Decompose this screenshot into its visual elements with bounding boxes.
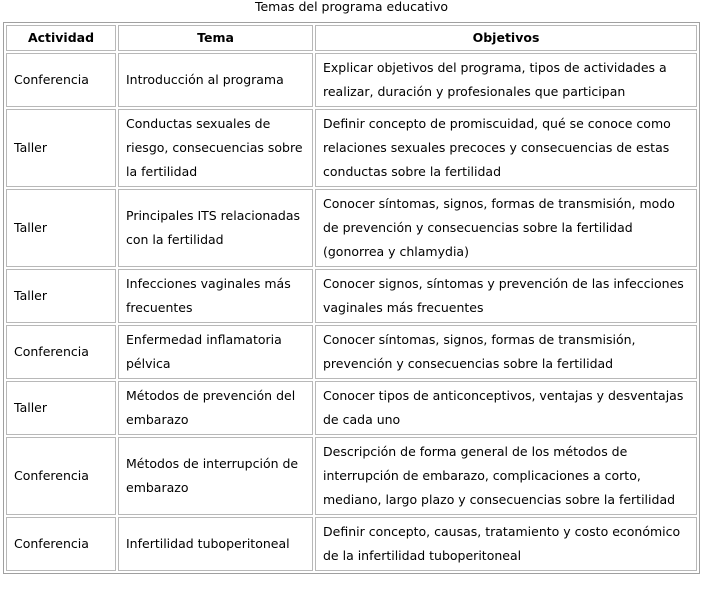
cell-objetivos: Conocer síntomas, signos, formas de tran… — [315, 325, 697, 379]
cell-actividad: Conferencia — [6, 53, 116, 107]
table-row: Conferencia Enfermedad inflamatoria pélvi… — [6, 325, 697, 379]
cell-objetivos: Conocer signos, síntomas y prevención de… — [315, 269, 697, 323]
table-row: Conferencia Infertilidad tuboperitoneal De… — [6, 517, 697, 571]
header-tema: Tema — [118, 25, 313, 51]
cell-objetivos: Conocer síntomas, signos, formas de tran… — [315, 189, 697, 267]
cell-tema: Principales ITS relacionadas con la fert… — [118, 189, 313, 267]
header-row: Actividad Tema Objetivos — [6, 25, 697, 51]
table-row: Conferencia Métodos de interrupción de em… — [6, 437, 697, 515]
cell-actividad: Conferencia — [6, 325, 116, 379]
table-row: Conferencia Introducción al programa Expli… — [6, 53, 697, 107]
table-row: Taller Infecciones vaginales más frecuent… — [6, 269, 697, 323]
cell-tema: Conductas sexuales de riesgo, consecuenc… — [118, 109, 313, 187]
cell-tema: Infertilidad tuboperitoneal — [118, 517, 313, 571]
cell-objetivos: Definir concepto, causas, tratamiento y … — [315, 517, 697, 571]
cell-actividad: Taller — [6, 381, 116, 435]
cell-objetivos: Explicar objetivos del programa, tipos d… — [315, 53, 697, 107]
cell-objetivos: Definir concepto de promiscuidad, qué se… — [315, 109, 697, 187]
cell-actividad: Conferencia — [6, 517, 116, 571]
table-row: Taller Conductas sexuales de riesgo, cons… — [6, 109, 697, 187]
cell-tema: Métodos de prevención del embarazo — [118, 381, 313, 435]
cell-tema: Infecciones vaginales más frecuentes — [118, 269, 313, 323]
cell-actividad: Taller — [6, 269, 116, 323]
cell-actividad: Conferencia — [6, 437, 116, 515]
cell-objetivos: Descripción de forma general de los méto… — [315, 437, 697, 515]
cell-tema: Métodos de interrupción de embarazo — [118, 437, 313, 515]
topics-table: Actividad Tema Objetivos Conferencia Intr… — [3, 22, 700, 574]
cell-tema: Introducción al programa — [118, 53, 313, 107]
header-objetivos: Objetivos — [315, 25, 697, 51]
cell-tema: Enfermedad inflamatoria pélvica — [118, 325, 313, 379]
table-caption: Temas del programa educativo — [254, 0, 449, 14]
cell-objetivos: Conocer tipos de anticonceptivos, ventaj… — [315, 381, 697, 435]
header-actividad: Actividad — [6, 25, 116, 51]
table-row: Taller Métodos de prevención del embarazo… — [6, 381, 697, 435]
table-row: Taller Principales ITS relacionadas con l… — [6, 189, 697, 267]
cell-actividad: Taller — [6, 189, 116, 267]
cell-actividad: Taller — [6, 109, 116, 187]
